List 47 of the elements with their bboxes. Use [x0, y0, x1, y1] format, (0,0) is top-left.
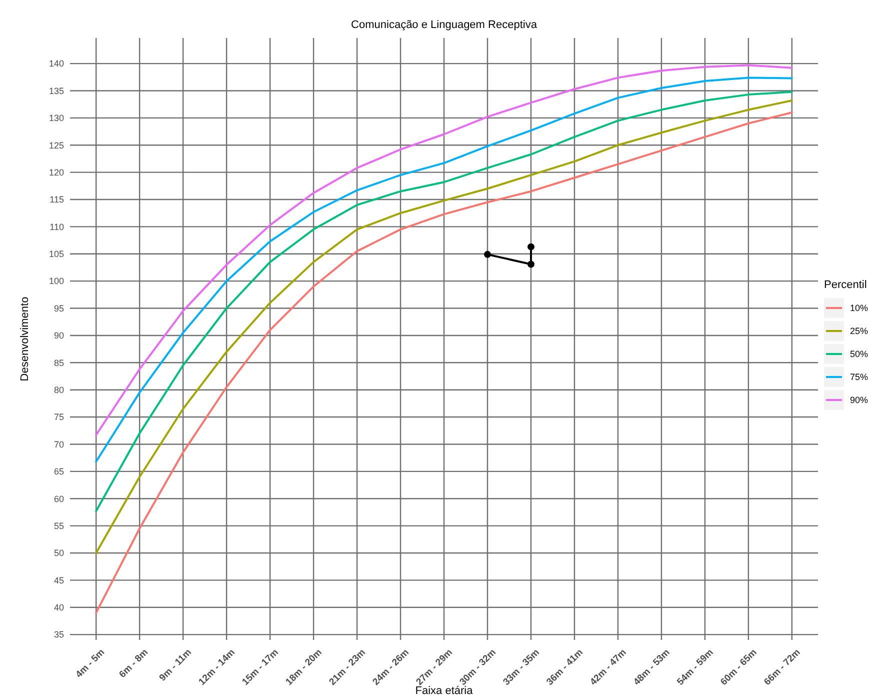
legend-label: 90%: [850, 395, 868, 406]
x-tick-label: 18m - 20m: [284, 647, 324, 688]
y-tick-label: 70: [54, 439, 64, 450]
x-tick-label: 4m - 5m: [74, 647, 107, 680]
x-tick-label: 24m - 26m: [370, 647, 412, 688]
legend-label: 25%: [850, 326, 868, 336]
y-tick-label: 75: [54, 412, 64, 422]
y-tick-label: 140: [48, 58, 64, 69]
x-tick-label: 9m - 11m: [157, 647, 194, 684]
y-tick-label: 120: [48, 167, 64, 178]
x-tick-label: 48m - 53m: [632, 647, 672, 688]
x-tick-label: 6m - 8m: [117, 647, 150, 680]
y-tick-label: 60: [54, 494, 64, 504]
y-tick-label: 110: [50, 222, 64, 232]
y-tick-label: 130: [48, 113, 64, 124]
x-tick-label: 15m - 17m: [240, 647, 281, 688]
y-tick-label: 55: [54, 520, 64, 531]
y-tick-label: 35: [54, 630, 64, 640]
x-tick-label: 60m - 65m: [718, 647, 760, 688]
y-tick-label: 115: [50, 194, 64, 205]
x-tick-label: 66m - 72m: [762, 647, 803, 688]
y-tick-label: 80: [54, 384, 64, 395]
x-tick-label: 21m - 23m: [327, 647, 368, 688]
y-axis-title: Desenvolvimento: [19, 296, 31, 382]
y-tick-label: 105: [48, 249, 64, 260]
y-tick-label: 100: [48, 276, 64, 286]
x-tick-label: 54m - 59m: [675, 647, 716, 688]
y-tick-label: 65: [54, 466, 64, 477]
legend-title: Percentil: [824, 279, 867, 291]
y-tick-label: 45: [54, 575, 64, 586]
x-tick-label: 30m - 32m: [458, 647, 498, 688]
legend-label: 10%: [850, 303, 868, 314]
y-tick-label: 50: [54, 548, 64, 558]
x-tick-label: 36m - 41m: [544, 647, 586, 688]
legend-label: 50%: [850, 349, 868, 360]
y-tick-label: 85: [54, 358, 64, 368]
y-tick-label: 125: [48, 140, 64, 150]
x-tick-label: 12m - 14m: [196, 647, 238, 688]
y-tick-label: 135: [48, 86, 64, 96]
y-tick-label: 95: [54, 303, 64, 314]
x-axis-title: Faixa etária: [415, 685, 474, 695]
legend-label: 75%: [850, 372, 868, 382]
x-tick-label: 42m - 47m: [588, 647, 629, 688]
y-tick-label: 90: [54, 330, 64, 341]
x-tick-label: 33m - 35m: [501, 647, 542, 688]
y-tick-label: 40: [54, 602, 64, 613]
chart-title: Comunicação e Linguagem Receptiva: [351, 19, 538, 31]
